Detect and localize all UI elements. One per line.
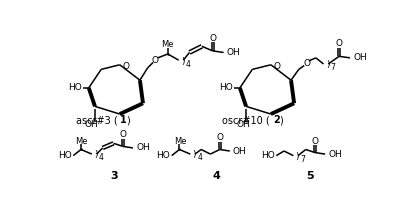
Text: OH: OH (353, 53, 367, 62)
Text: O: O (336, 39, 342, 48)
Text: OH: OH (227, 48, 240, 57)
Text: HO: HO (219, 83, 233, 92)
Text: OH: OH (136, 143, 150, 152)
Text: OH: OH (233, 147, 247, 155)
Text: O: O (312, 136, 318, 145)
Text: ascr#3 (: ascr#3 ( (76, 115, 118, 125)
Text: 4: 4 (197, 154, 202, 162)
Text: OH: OH (236, 120, 250, 129)
Text: 3: 3 (110, 171, 118, 181)
Text: ): ) (279, 115, 283, 125)
Text: 2: 2 (273, 115, 280, 125)
Text: O: O (303, 59, 310, 68)
Text: ): ) (296, 152, 299, 161)
Text: O: O (152, 56, 159, 65)
Text: 7: 7 (330, 63, 336, 72)
Text: ): ) (326, 60, 330, 69)
Text: Me: Me (76, 136, 88, 145)
Text: Me: Me (174, 136, 186, 145)
Text: HO: HO (58, 151, 72, 160)
Text: oscr#10 (: oscr#10 ( (222, 115, 269, 125)
Text: OH: OH (328, 150, 342, 159)
Text: 7: 7 (300, 155, 305, 164)
Text: 4: 4 (213, 171, 220, 181)
Text: O: O (216, 133, 223, 142)
Text: HO: HO (68, 83, 82, 92)
Text: O: O (119, 130, 126, 139)
Text: O: O (273, 62, 280, 71)
Text: HO: HO (156, 151, 170, 160)
Text: O: O (209, 34, 216, 43)
Text: O: O (122, 62, 129, 71)
Text: ): ) (127, 115, 130, 125)
Text: 4: 4 (99, 154, 104, 162)
Text: 1: 1 (120, 115, 127, 125)
Text: ): ) (181, 57, 184, 66)
Text: Me: Me (161, 40, 173, 49)
Text: 5: 5 (306, 171, 314, 181)
Text: ): ) (94, 150, 98, 159)
Text: 4: 4 (186, 60, 190, 69)
Text: ): ) (193, 150, 196, 159)
Text: HO: HO (261, 151, 275, 160)
Text: OH: OH (85, 120, 99, 129)
